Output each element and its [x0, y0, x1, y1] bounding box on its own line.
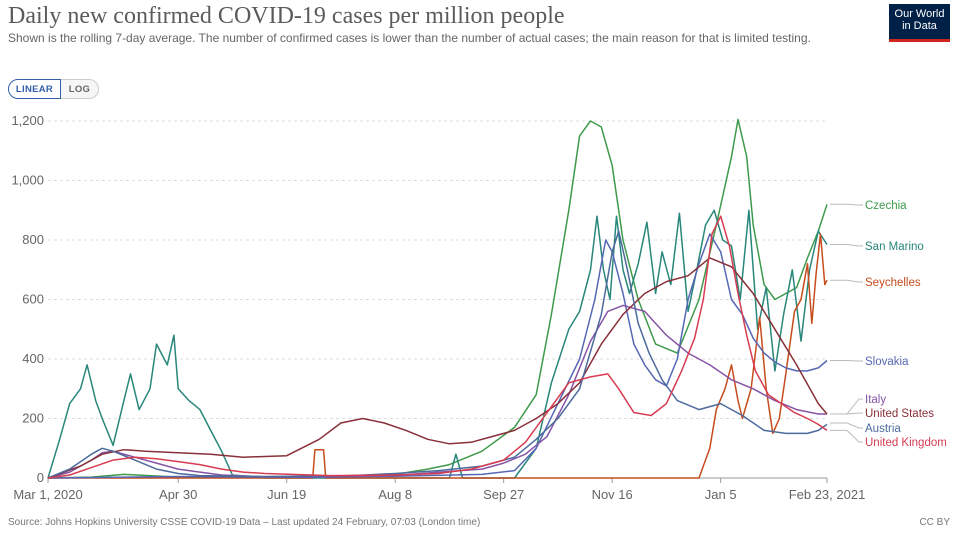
y-tick-label: 400: [22, 351, 44, 366]
x-tick-label: Sep 27: [483, 487, 524, 502]
legend-label-seychelles: Seychelles: [865, 277, 921, 289]
source-note: Source: Johns Hopkins University CSSE CO…: [8, 517, 481, 528]
y-tick-label: 200: [22, 411, 44, 426]
legend-connector: [830, 398, 863, 415]
legend-label-italy: Italy: [865, 394, 886, 406]
log-scale-button[interactable]: LOG: [61, 79, 99, 99]
legend-connector: [830, 244, 863, 247]
linear-scale-button[interactable]: LINEAR: [8, 79, 61, 99]
y-tick-label: 1,000: [11, 173, 44, 188]
legend-label-united-kingdom: United Kingdom: [865, 437, 947, 449]
x-tick-label: Aug 8: [378, 487, 412, 502]
series-line-united-kingdom: [47, 215, 828, 479]
x-tick-label: Feb 23, 2021: [789, 487, 866, 502]
license-label[interactable]: CC BY: [919, 517, 950, 528]
legend-connector: [830, 422, 863, 429]
series-line-slovakia: [47, 233, 828, 479]
x-tick-label: Mar 1, 2020: [13, 487, 82, 502]
x-tick-label: Nov 16: [592, 487, 633, 502]
series-line-czechia: [47, 118, 828, 479]
legend-connector: [830, 412, 863, 415]
chart-title: Daily new confirmed COVID-19 cases per m…: [8, 3, 565, 29]
legend-label-austria: Austria: [865, 423, 901, 435]
owid-logo[interactable]: Our World in Data: [889, 4, 950, 42]
series-line-austria: [47, 230, 828, 479]
legend-label-united-states: United States: [865, 408, 934, 420]
y-tick-label: 1,200: [11, 113, 44, 128]
legend-label-san-marino: San Marino: [865, 241, 924, 253]
x-tick-label: Jun 19: [267, 487, 306, 502]
legend-label-czechia: Czechia: [865, 200, 907, 212]
legend-connector: [830, 360, 863, 362]
y-tick-label: 800: [22, 232, 44, 247]
series-line-united-states: [47, 257, 828, 479]
series-line-san-marino: [47, 209, 828, 479]
legend-connector: [830, 429, 863, 443]
legend-connector: [830, 279, 863, 283]
y-tick-label: 0: [37, 470, 44, 485]
y-tick-label: 600: [22, 292, 44, 307]
legend-connector: [830, 203, 863, 206]
x-tick-label: Jan 5: [705, 487, 737, 502]
x-tick-label: Apr 30: [159, 487, 197, 502]
chart-subtitle: Shown is the rolling 7-day average. The …: [8, 31, 811, 45]
series-line-seychelles: [48, 233, 828, 479]
legend-label-slovakia: Slovakia: [865, 356, 909, 368]
